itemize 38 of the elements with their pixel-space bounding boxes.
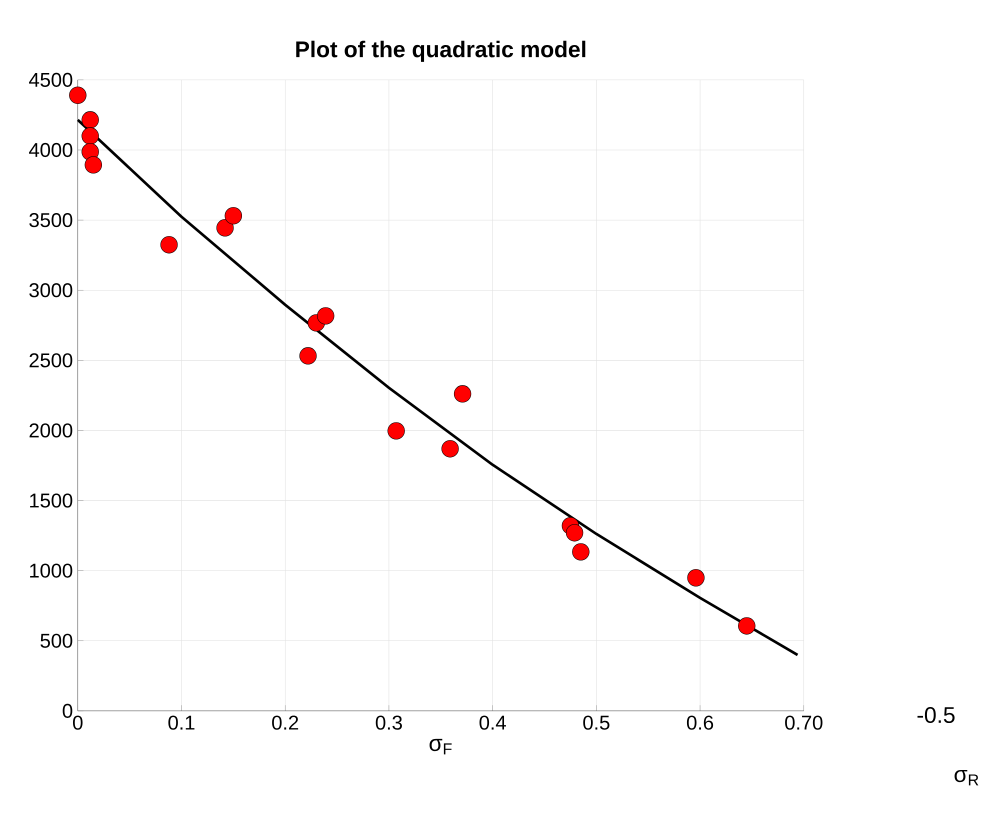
- y-tick-label: 4000: [29, 142, 72, 158]
- point: [299, 347, 317, 365]
- y-tick-label: 1500: [30, 493, 72, 508]
- point: [82, 111, 99, 129]
- point: [316, 307, 334, 325]
- x-tick-label: 0.5: [583, 716, 610, 730]
- y-tick-label: 2000: [30, 423, 72, 438]
- point: [82, 127, 99, 145]
- x-tick-label: 0.4: [480, 716, 506, 730]
- point: [224, 207, 242, 224]
- point: [69, 86, 86, 104]
- y-tick-label: 0: [62, 704, 72, 718]
- chart-title: Plot of the quadratic model: [296, 40, 586, 62]
- y-tick-label: 3500: [29, 213, 72, 228]
- point: [454, 385, 472, 403]
- point: [738, 617, 756, 635]
- point: [441, 440, 459, 458]
- point: [216, 219, 234, 236]
- y-tick-label: 3000: [29, 283, 72, 298]
- text: -0.5: [917, 706, 955, 724]
- point: [84, 156, 102, 174]
- x-tick-label: 0: [73, 716, 83, 730]
- x-tick-label: 0.70: [785, 716, 822, 730]
- x-tick-label: 0.6: [686, 716, 714, 730]
- x-tick-label: 0.1: [168, 716, 194, 730]
- point: [572, 543, 590, 561]
- y-tick-label: 4500: [29, 72, 72, 87]
- y-tick-label: 2500: [30, 353, 72, 368]
- point: [687, 569, 705, 586]
- text: σ$_{R}$: [954, 770, 978, 786]
- point: [388, 422, 405, 440]
- x-axis-title: σ$_{F}$: [430, 738, 452, 754]
- x-tick-label: 0.3: [376, 716, 402, 730]
- point: [160, 236, 178, 254]
- point: [566, 524, 584, 542]
- x-tick-label: 0.2: [272, 716, 298, 730]
- y-tick-label: 1000: [30, 564, 72, 578]
- y-tick-label: 500: [40, 634, 72, 648]
